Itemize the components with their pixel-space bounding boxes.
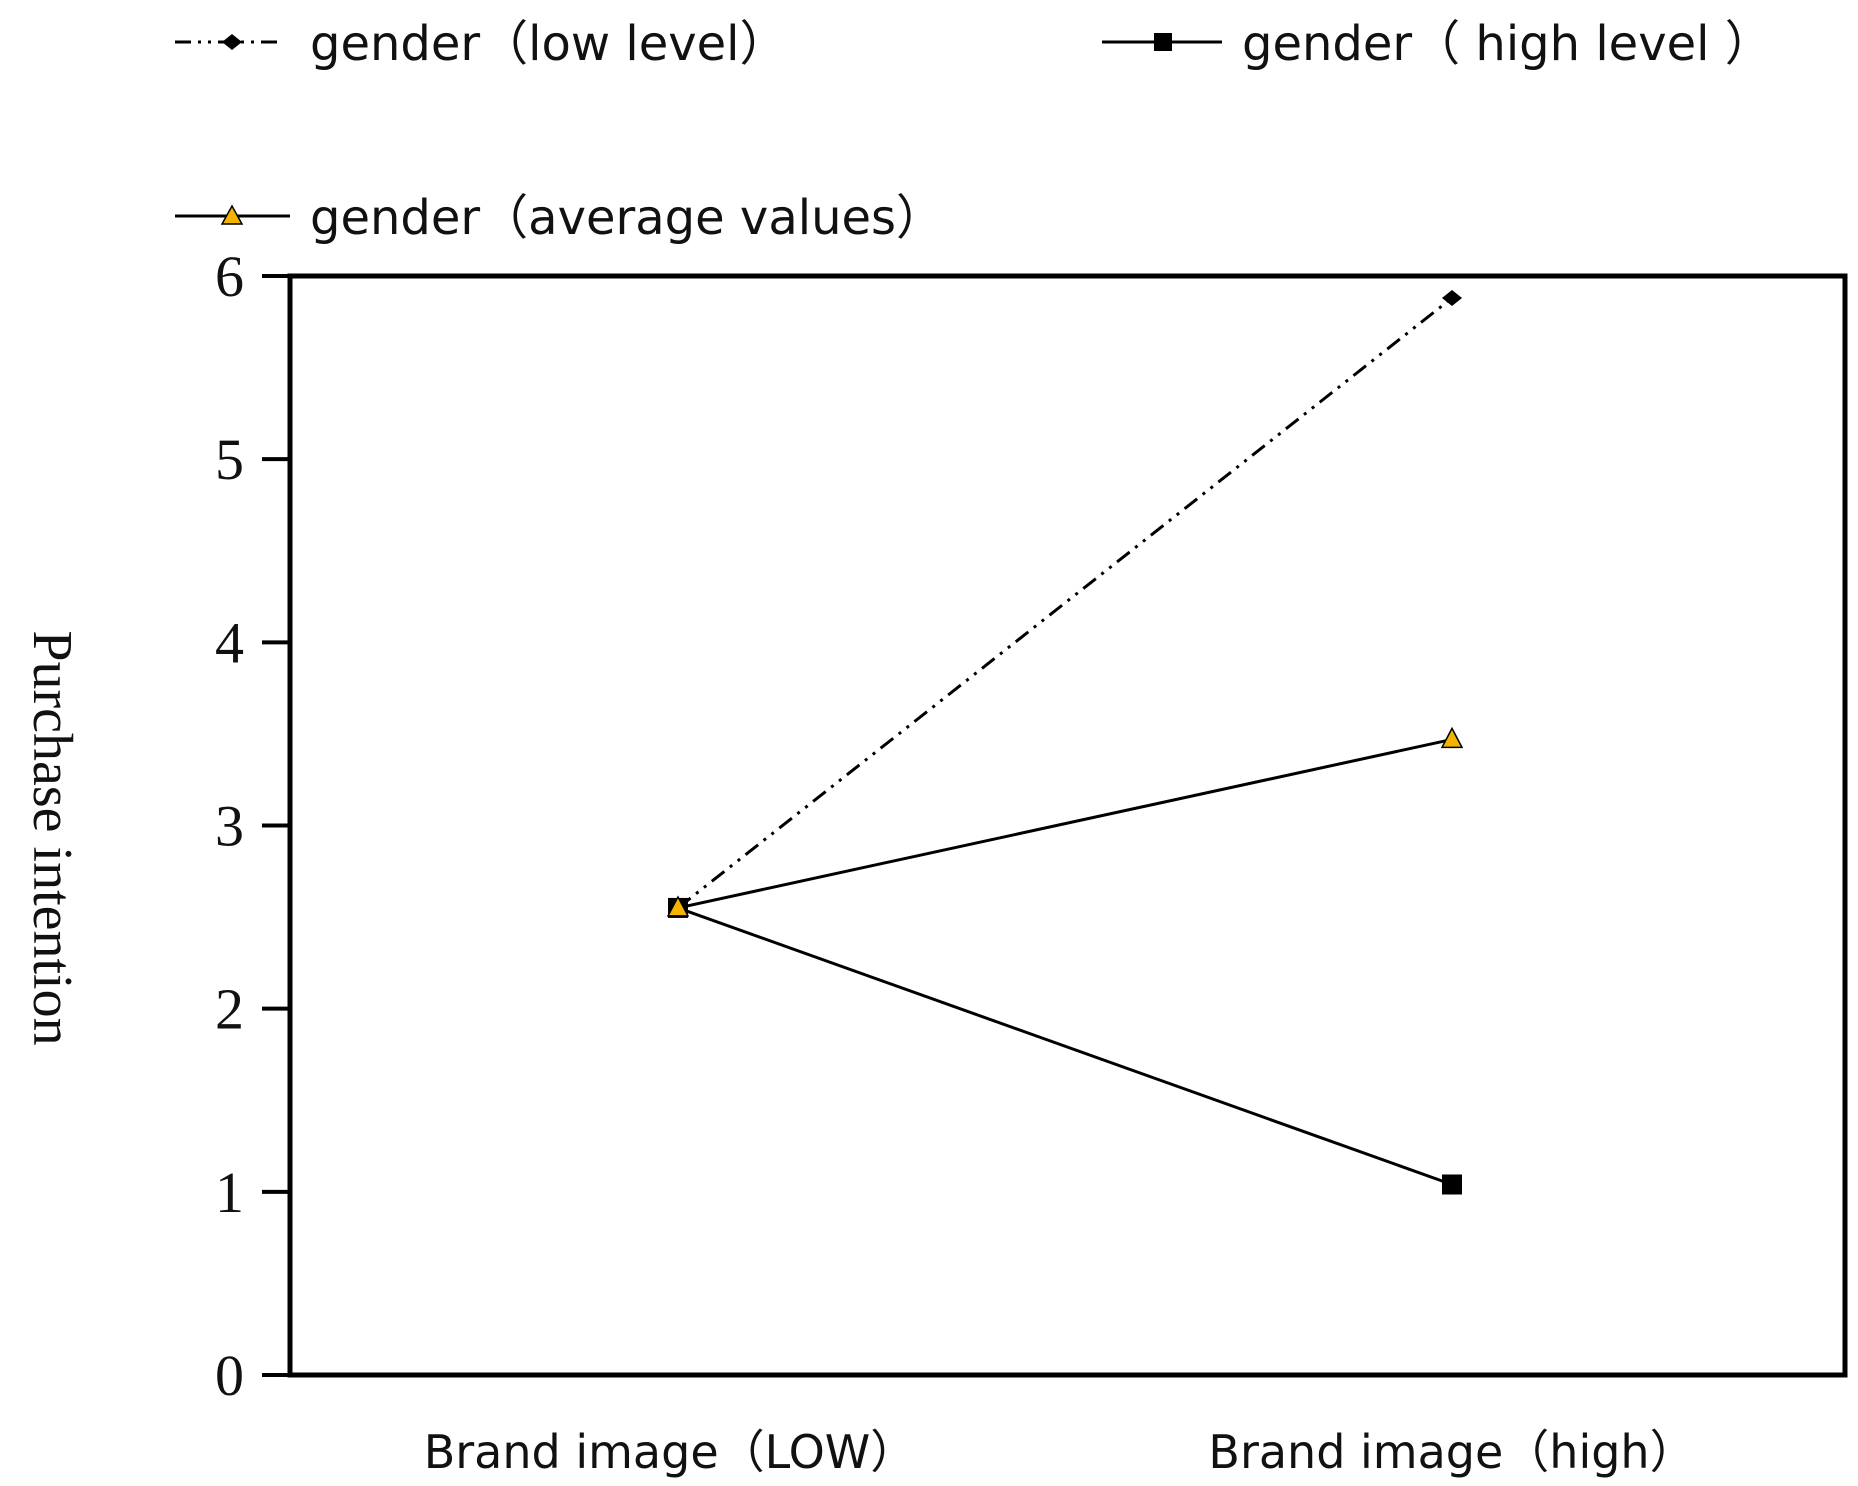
series-layer <box>666 289 1464 1195</box>
data-point-marker <box>1440 726 1464 749</box>
data-point-marker <box>666 895 690 917</box>
y-tick-label: 2 <box>215 977 244 1042</box>
series-line <box>677 737 1453 910</box>
x-category-label: Brand image（high） <box>1208 1425 1695 1479</box>
y-axis: 0 1 2 3 4 5 6 <box>215 244 290 1408</box>
data-point-marker <box>1442 289 1462 306</box>
legend-item-low-level: gender（low level） <box>175 16 788 72</box>
y-tick-label: 5 <box>215 427 244 492</box>
legend-label-high-level: gender（ high level ） <box>1242 16 1773 72</box>
series-line <box>677 906 1453 1186</box>
x-axis: Brand image（LOW） Brand image（high） <box>424 1425 1696 1479</box>
legend-label-average-values: gender（average values） <box>310 190 944 246</box>
legend-item-average-values: gender（average values） <box>175 190 944 246</box>
y-tick-label: 0 <box>215 1343 244 1408</box>
y-tick-label: 1 <box>215 1160 244 1225</box>
y-tick-label: 3 <box>215 794 244 859</box>
series-line <box>677 296 1453 910</box>
legend-item-high-level: gender（ high level ） <box>1102 16 1773 72</box>
y-tick-label: 4 <box>215 610 244 675</box>
legend: gender（low level） gender（ high level ） g… <box>175 16 1773 246</box>
y-tick-label: 6 <box>215 244 244 309</box>
y-axis-label: Purchase intention <box>21 630 83 1045</box>
x-category-label: Brand image（LOW） <box>424 1425 917 1479</box>
plot-frame <box>287 273 1848 1378</box>
legend-label-low-level: gender（low level） <box>310 16 788 72</box>
data-point-marker <box>1442 1174 1462 1195</box>
